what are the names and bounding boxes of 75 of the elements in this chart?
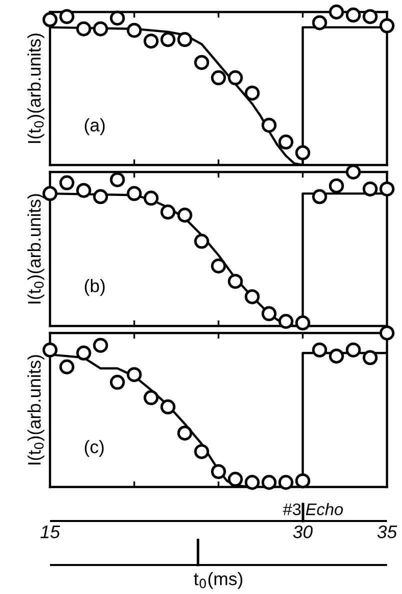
point — [76, 182, 92, 198]
point — [42, 186, 58, 202]
point — [93, 338, 108, 353]
x-axis-title: t$_{0}$(ms) — [194, 572, 242, 589]
point — [126, 22, 142, 38]
annotation: (b) — [84, 279, 105, 296]
point — [110, 172, 125, 188]
point — [244, 86, 260, 101]
point — [126, 186, 142, 202]
point — [59, 9, 74, 24]
point — [144, 34, 159, 49]
point — [262, 474, 277, 490]
point — [211, 258, 226, 274]
point — [59, 359, 74, 374]
x-tick-label: 30 — [293, 525, 313, 538]
point — [194, 54, 210, 70]
point — [144, 390, 159, 406]
point — [380, 326, 394, 340]
point — [59, 175, 74, 190]
point — [312, 342, 328, 358]
point — [262, 118, 277, 133]
point — [76, 21, 92, 36]
point — [110, 374, 125, 390]
point — [228, 274, 243, 289]
point — [228, 472, 243, 487]
point — [312, 189, 328, 204]
y-axis-title: I(t$_{0}$)(arb.units) — [27, 34, 44, 143]
point — [278, 474, 294, 490]
point — [93, 189, 108, 204]
point — [211, 70, 226, 86]
point — [160, 204, 176, 220]
point — [362, 9, 378, 24]
point — [295, 473, 310, 488]
point — [42, 12, 58, 28]
point — [262, 306, 277, 322]
point — [380, 18, 394, 34]
point — [228, 70, 243, 86]
point — [194, 444, 210, 460]
y-axis-title: I(t$_{0}$)(arb.units) — [27, 355, 44, 464]
point — [76, 346, 92, 361]
point — [144, 190, 159, 206]
point — [328, 4, 344, 20]
text: Echo — [306, 503, 343, 516]
annotation: (a) — [84, 118, 105, 136]
point — [177, 426, 192, 441]
point — [177, 32, 192, 48]
point — [346, 164, 361, 180]
point — [346, 342, 361, 358]
point — [295, 145, 310, 160]
point — [362, 181, 378, 196]
point — [244, 474, 260, 490]
point — [362, 350, 378, 366]
point — [328, 348, 344, 364]
point — [93, 21, 108, 36]
point — [244, 289, 260, 304]
point — [211, 464, 226, 480]
point — [42, 342, 58, 358]
x-tick-label: 15 — [40, 526, 60, 538]
point — [126, 367, 142, 382]
y-axis-title: I(t$_{0}$)(arb.units) — [27, 194, 44, 304]
point — [328, 178, 344, 194]
point — [278, 314, 294, 329]
point — [312, 15, 328, 30]
point — [346, 8, 361, 23]
point — [110, 10, 125, 26]
x-tick-label: 35 — [377, 525, 398, 538]
point — [194, 234, 210, 249]
text: #3 — [282, 503, 301, 516]
annotation: (c) — [84, 440, 104, 457]
point — [177, 208, 192, 223]
point — [295, 315, 310, 330]
point — [380, 181, 394, 196]
point — [278, 134, 294, 150]
point — [160, 399, 176, 414]
point — [160, 32, 176, 48]
